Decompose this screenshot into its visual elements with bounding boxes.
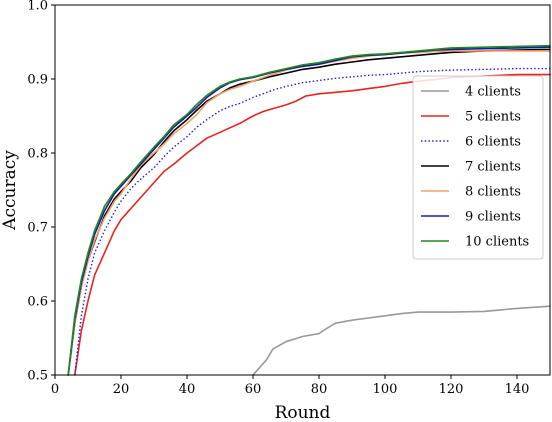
y-axis: 0.5 0.6 0.7 0.8 0.9 1.0 — [27, 0, 55, 384]
legend-label-4: 7 clients — [465, 160, 521, 175]
series-line-7 — [67, 44, 551, 376]
y-tick-label: 0.8 — [27, 147, 48, 162]
x-axis-label: Round — [275, 403, 331, 422]
series-layer — [67, 44, 551, 376]
x-tick-label: 0 — [51, 382, 59, 397]
y-tick-label: 0.7 — [27, 221, 48, 236]
x-tick-label: 20 — [113, 382, 130, 397]
x-tick-label: 100 — [373, 382, 398, 397]
series-line-1 — [252, 305, 551, 376]
legend-label-1: 4 clients — [465, 85, 521, 100]
plot-frame — [54, 4, 551, 376]
y-tick-label: 0.5 — [27, 369, 48, 384]
x-axis: 0 20 40 60 80 100 120 140 — [51, 375, 530, 397]
series-line-3 — [74, 67, 550, 376]
x-tick-label: 40 — [179, 382, 196, 397]
x-tick-label: 60 — [245, 382, 262, 397]
legend-label-6: 9 clients — [465, 210, 521, 225]
y-tick-label: 1.0 — [27, 0, 48, 14]
legend: 4 clients 5 clients 6 clients 7 clients 8 cl… — [412, 75, 544, 260]
x-tick-label: 120 — [439, 382, 464, 397]
legend-box — [412, 75, 544, 260]
legend-label-2: 5 clients — [465, 110, 521, 125]
y-tick-label: 0.9 — [27, 73, 48, 88]
y-tick-label: 0.6 — [27, 295, 48, 310]
y-axis-label: Accuracy — [0, 150, 20, 231]
x-tick-label: 140 — [505, 382, 530, 397]
legend-label-7: 10 clients — [465, 235, 529, 250]
legend-label-5: 8 clients — [465, 185, 521, 200]
series-line-4 — [67, 48, 551, 376]
legend-label-3: 6 clients — [465, 135, 521, 150]
x-tick-label: 80 — [311, 382, 328, 397]
